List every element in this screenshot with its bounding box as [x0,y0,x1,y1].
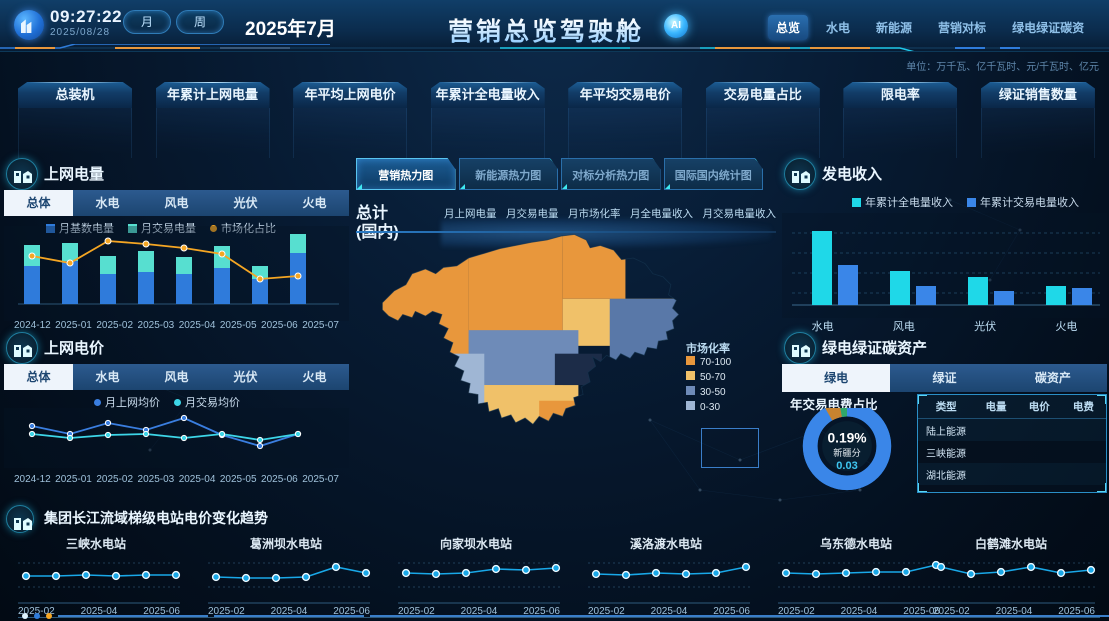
svg-text:0.19%: 0.19% [827,430,866,445]
svg-text:新疆分: 新疆分 [833,447,861,458]
svg-text:0.03: 0.03 [836,460,857,472]
